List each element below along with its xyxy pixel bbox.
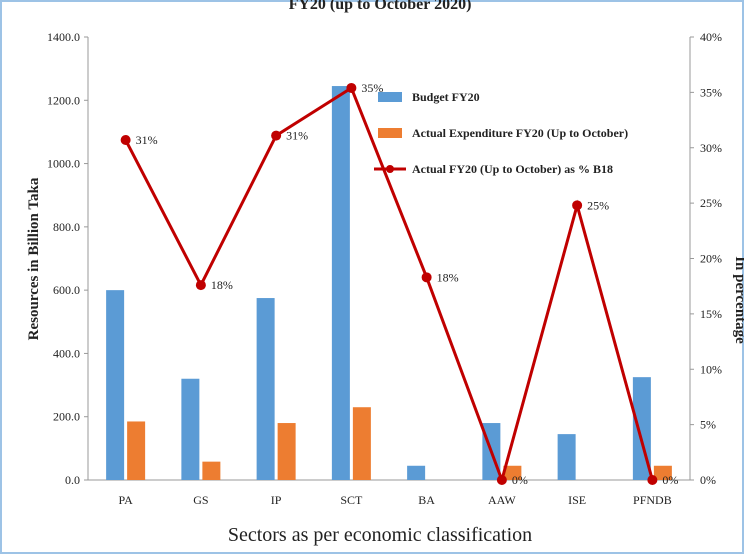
y-tick-label: 200.0 [53,410,80,424]
line-point [346,82,357,93]
x-tick-label: PFNDB [633,493,672,507]
data-label: 18% [211,278,233,292]
y-tick-label: 1200.0 [47,93,80,107]
data-label: 31% [136,133,158,147]
y2-tick-label: 10% [700,362,722,376]
x-tick-label: ISE [568,493,586,507]
line-point [271,130,282,141]
line [124,85,654,485]
bar [407,465,426,480]
x-tick-label: AAW [488,493,516,507]
line-point [421,272,432,283]
chart-title: FY20 (up to October 2020) [289,0,472,13]
legend-swatch [378,128,402,138]
bar [557,434,576,480]
y2-tick-label: 15% [700,307,722,321]
line-point [496,475,507,485]
data-label: 35% [361,81,383,95]
x-tick-label: IP [271,493,282,507]
y2-tick-label: 5% [700,418,716,432]
bar [127,421,146,480]
legend-label: Budget FY20 [412,90,480,104]
y2-tick-label: 30% [700,141,722,155]
data-label: 0% [662,473,678,487]
line-point [647,475,658,485]
y2-tick-label: 40% [700,30,722,44]
bar [277,423,296,480]
y2-tick-label: 25% [700,196,722,210]
line-point [120,134,131,145]
bar [202,461,221,480]
bar [653,465,672,480]
y2-axis-label: In percentage [732,256,744,344]
y2-tick-label: 20% [700,252,722,266]
x-tick-label: BA [418,493,435,507]
y-tick-label: 0.0 [65,473,80,487]
y-tick-label: 1400.0 [47,30,80,44]
legend-marker [386,165,394,173]
y2-tick-label: 0% [700,473,716,487]
x-tick-label: SCT [340,493,363,507]
bar [503,465,522,480]
data-label: 0% [512,473,528,487]
legend-label: Actual FY20 (Up to October) as % B18 [412,162,613,176]
bar [106,290,125,480]
data-label: 31% [286,129,308,143]
y-tick-label: 800.0 [53,220,80,234]
bar [352,407,371,480]
legend-label: Actual Expenditure FY20 (Up to October) [412,126,628,140]
line-point [195,280,206,291]
bar [181,378,200,480]
y2-tick-label: 35% [700,85,722,99]
y-tick-label: 400.0 [53,346,80,360]
data-label: 25% [587,198,609,212]
bar [331,86,350,481]
bar [256,298,275,480]
y-tick-label: 600.0 [53,283,80,297]
data-label: 18% [437,270,459,284]
x-axis-label: Sectors as per economic classification [228,524,532,546]
legend-swatch [378,92,402,102]
x-tick-label: PA [119,493,134,507]
line-point [572,200,583,211]
x-tick-label: GS [193,493,208,507]
y-tick-label: 1000.0 [47,157,80,171]
y-axis-label: Resources in Billion Taka [26,177,42,340]
